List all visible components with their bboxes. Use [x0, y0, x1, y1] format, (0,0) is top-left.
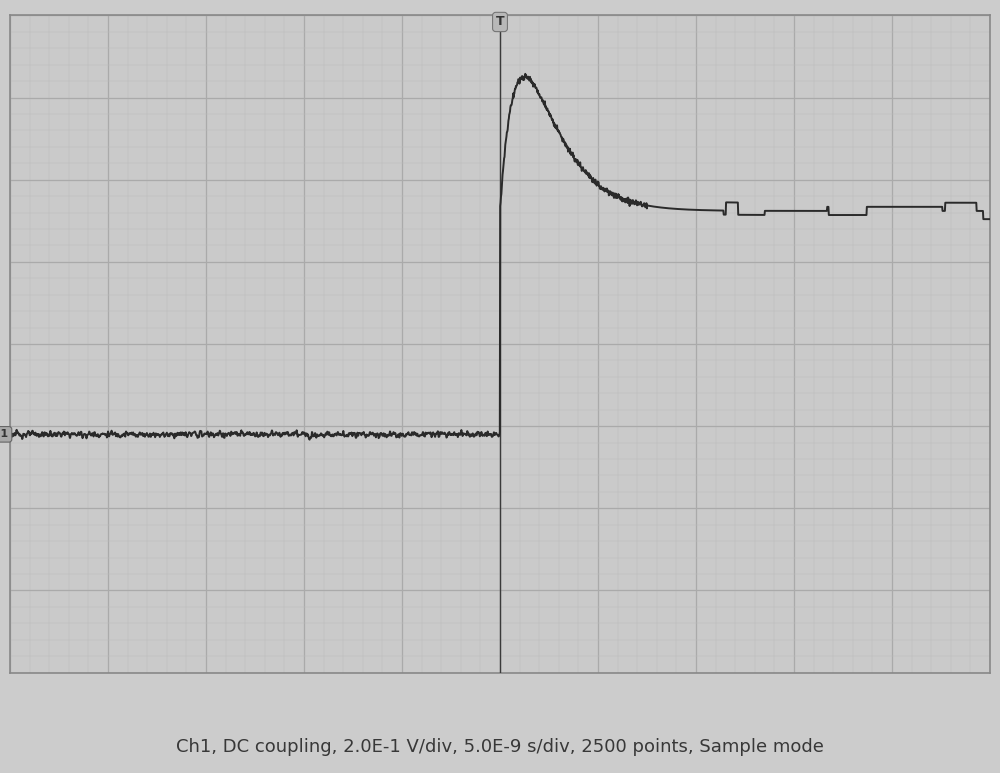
- Text: T: T: [496, 15, 504, 29]
- Text: CH1: CH1: [0, 429, 9, 439]
- Text: Ch1, DC coupling, 2.0E-1 V/div, 5.0E-9 s/div, 2500 points, Sample mode: Ch1, DC coupling, 2.0E-1 V/div, 5.0E-9 s…: [176, 738, 824, 756]
